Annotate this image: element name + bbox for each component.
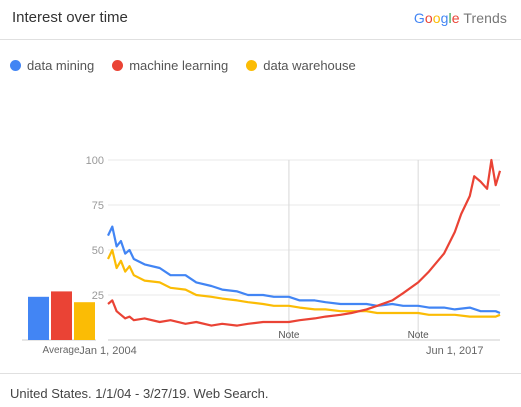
brand-letter: G [413, 10, 425, 26]
chart-legend: data mining machine learning data wareho… [10, 58, 356, 73]
legend-label: machine learning [129, 58, 229, 73]
note-label: Note [278, 330, 300, 341]
brand-letter: e [451, 10, 460, 26]
chart-title: Interest over time [12, 9, 128, 26]
legend-item-data-warehouse[interactable]: data warehouse [246, 58, 356, 73]
brand-letter: o [432, 10, 441, 26]
x-tick-label: Jan 1, 2004 [79, 345, 137, 357]
legend-dot-machine-learning [112, 60, 124, 71]
x-tick-label: Jun 1, 2017 [426, 345, 484, 357]
footer-divider [0, 373, 521, 374]
trend-chart: 25 50 75 100 Note Note Jan 1, 2004 Jun 1, 2017 A… [22, 155, 502, 357]
series-line-data-mining [107, 225, 501, 315]
legend-label: data warehouse [263, 58, 356, 73]
footer-caption: United States. 1/1/04 - 3/27/19. Web Sea… [10, 386, 269, 401]
legend-dot-data-warehouse [246, 60, 258, 71]
y-tick-label: 75 [92, 200, 104, 212]
header-divider [0, 39, 521, 40]
brand-letter: l [448, 10, 452, 26]
legend-item-machine-learning[interactable]: machine learning [112, 58, 228, 73]
y-tick-label: 50 [92, 245, 104, 257]
brand-suffix: Trends [463, 10, 507, 26]
average-label: Average [42, 345, 80, 356]
legend-item-data-mining[interactable]: data mining [10, 58, 94, 73]
average-bar-data-warehouse [74, 302, 95, 340]
brand-letter: o [424, 10, 433, 26]
y-tick-label: 100 [86, 155, 104, 167]
note-label: Note [408, 330, 430, 341]
average-bar-data-mining [28, 296, 49, 340]
y-tick-label: 25 [92, 290, 104, 302]
google-trends-logo: Google Trends [414, 10, 507, 26]
chart-header: Interest over time Google Trends [0, 0, 521, 40]
brand-letter: g [440, 10, 449, 26]
legend-dot-data-mining [10, 60, 21, 71]
series-line-machine-learning [107, 158, 502, 327]
average-bar-machine-learning [51, 291, 72, 340]
series-line-data-warehouse [107, 248, 501, 318]
legend-label: data mining [27, 58, 95, 73]
